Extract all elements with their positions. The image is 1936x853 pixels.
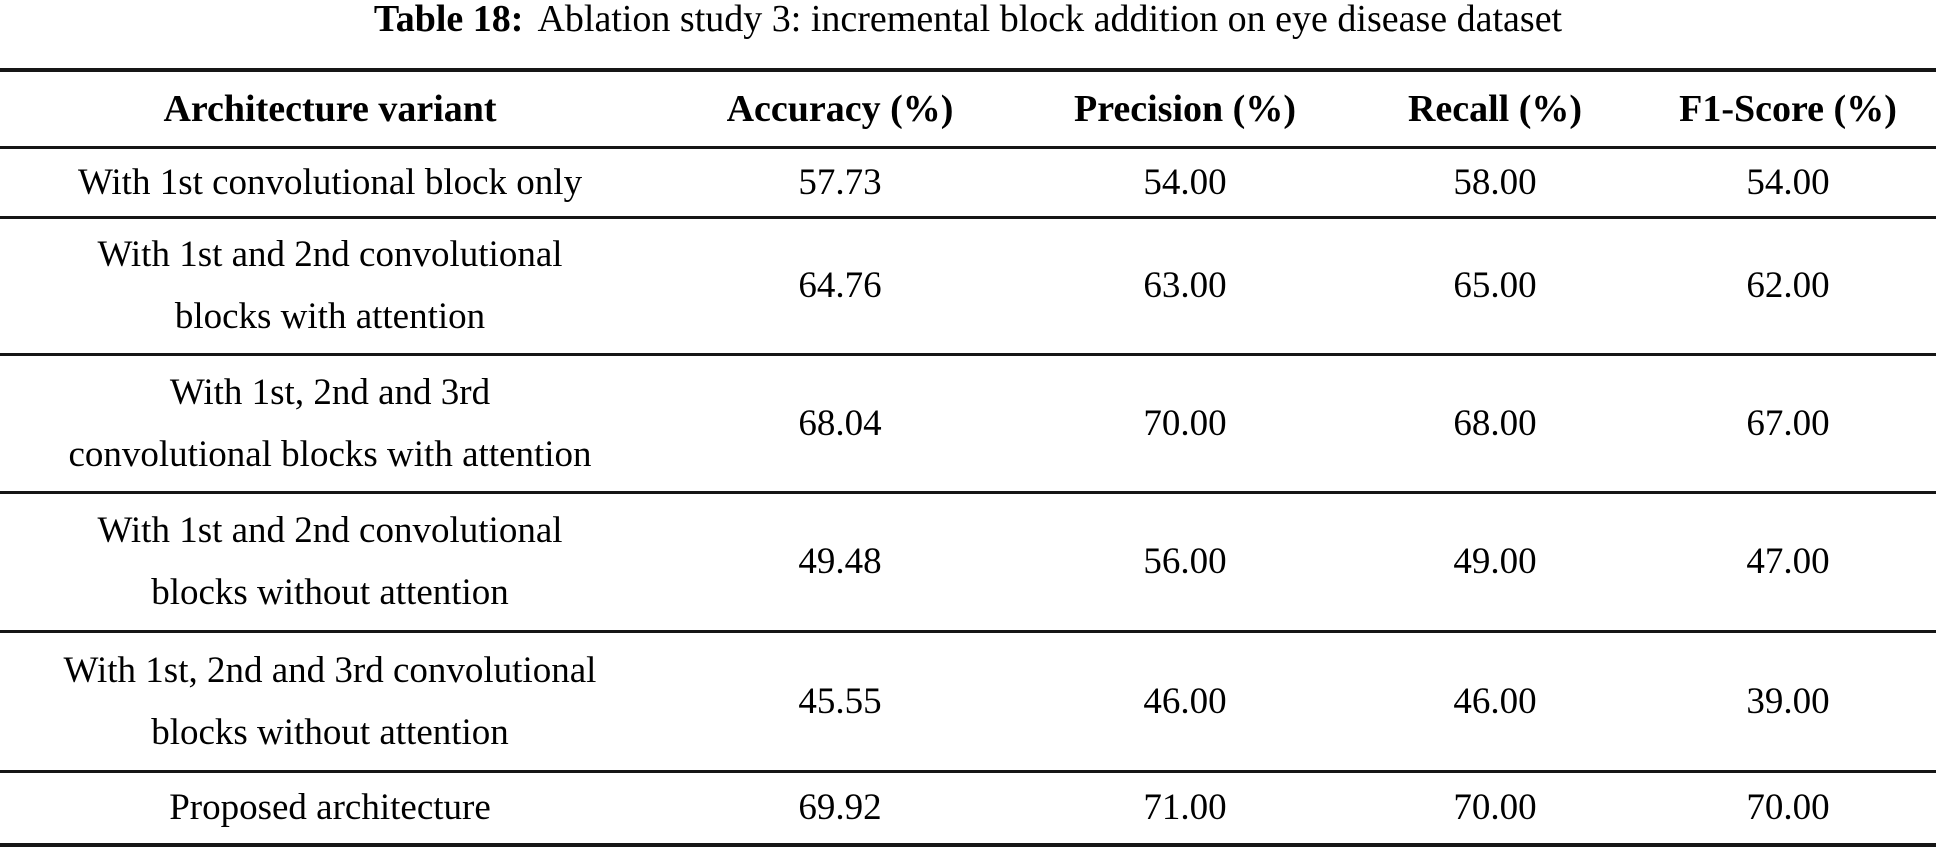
variant-cell: With 1st, 2nd and 3rd convolutional bloc… bbox=[0, 640, 660, 764]
col-header-accuracy: Accuracy (%) bbox=[726, 88, 954, 130]
accuracy-value: 64.76 bbox=[798, 265, 882, 306]
col-header-f1-score: F1-Score (%) bbox=[1679, 88, 1897, 130]
accuracy-value: 69.92 bbox=[798, 787, 882, 828]
table-caption: Table 18: Ablation study 3: incremental b… bbox=[0, 0, 1936, 42]
variant-line: convolutional blocks with attention bbox=[68, 433, 592, 475]
table-row: With 1st and 2nd convolutional blocks wi… bbox=[0, 219, 1936, 356]
accuracy-value: 49.48 bbox=[798, 541, 882, 582]
ablation-table: Architecture variant Accuracy (%) Precis… bbox=[0, 68, 1936, 847]
variant-line: With 1st and 2nd convolutional bbox=[97, 234, 563, 275]
table-header-row: Architecture variant Accuracy (%) Precis… bbox=[0, 72, 1936, 149]
table-row: With 1st convolutional block only 57.73 … bbox=[0, 149, 1936, 219]
recall-value: 70.00 bbox=[1453, 787, 1537, 828]
f1-value: 47.00 bbox=[1746, 541, 1830, 582]
f1-value: 70.00 bbox=[1746, 787, 1830, 828]
table-caption-text: Ablation study 3: incremental block addi… bbox=[537, 0, 1563, 40]
precision-value: 63.00 bbox=[1143, 265, 1227, 306]
col-header-recall: Recall (%) bbox=[1407, 88, 1583, 130]
variant-line: blocks without attention bbox=[151, 711, 509, 753]
variant-cell: With 1st and 2nd convolutional blocks wi… bbox=[0, 500, 660, 624]
variant-cell: Proposed architecture bbox=[0, 777, 660, 839]
variant-cell: With 1st and 2nd convolutional blocks wi… bbox=[0, 224, 660, 348]
precision-value: 46.00 bbox=[1143, 680, 1227, 722]
table-row: With 1st, 2nd and 3rd convolutional bloc… bbox=[0, 356, 1936, 494]
variant-cell: With 1st convolutional block only bbox=[0, 152, 660, 214]
variant-line: blocks without attention bbox=[151, 572, 509, 613]
recall-value: 58.00 bbox=[1453, 161, 1537, 203]
precision-value: 70.00 bbox=[1143, 402, 1227, 444]
recall-value: 68.00 bbox=[1453, 402, 1537, 444]
table-row: With 1st and 2nd convolutional blocks wi… bbox=[0, 494, 1936, 633]
variant-line: With 1st, 2nd and 3rd bbox=[169, 371, 491, 413]
recall-value: 46.00 bbox=[1453, 680, 1537, 722]
f1-value: 62.00 bbox=[1746, 265, 1830, 306]
f1-value: 39.00 bbox=[1746, 680, 1830, 722]
accuracy-value: 68.04 bbox=[798, 402, 882, 444]
variant-line: blocks with attention bbox=[174, 296, 486, 337]
col-header-precision: Precision (%) bbox=[1074, 88, 1296, 130]
recall-value: 49.00 bbox=[1453, 541, 1537, 582]
table-caption-label: Table 18: bbox=[373, 0, 524, 40]
accuracy-value: 45.55 bbox=[798, 680, 882, 722]
precision-value: 54.00 bbox=[1143, 161, 1227, 203]
table-row: With 1st, 2nd and 3rd convolutional bloc… bbox=[0, 633, 1936, 773]
variant-line: With 1st and 2nd convolutional bbox=[97, 510, 563, 551]
table-row: Proposed architecture 69.92 71.00 70.00 … bbox=[0, 773, 1936, 847]
col-header-architecture-variant: Architecture variant bbox=[163, 88, 497, 130]
precision-value: 56.00 bbox=[1143, 541, 1227, 582]
variant-line: With 1st, 2nd and 3rd convolutional bbox=[63, 649, 597, 691]
f1-value: 67.00 bbox=[1746, 402, 1830, 444]
variant-cell: With 1st, 2nd and 3rd convolutional bloc… bbox=[0, 362, 660, 486]
variant-line: With 1st convolutional block only bbox=[77, 161, 583, 203]
recall-value: 65.00 bbox=[1453, 265, 1537, 306]
accuracy-value: 57.73 bbox=[798, 161, 882, 203]
variant-line: Proposed architecture bbox=[169, 787, 491, 828]
precision-value: 71.00 bbox=[1143, 787, 1227, 828]
f1-value: 54.00 bbox=[1746, 161, 1830, 203]
